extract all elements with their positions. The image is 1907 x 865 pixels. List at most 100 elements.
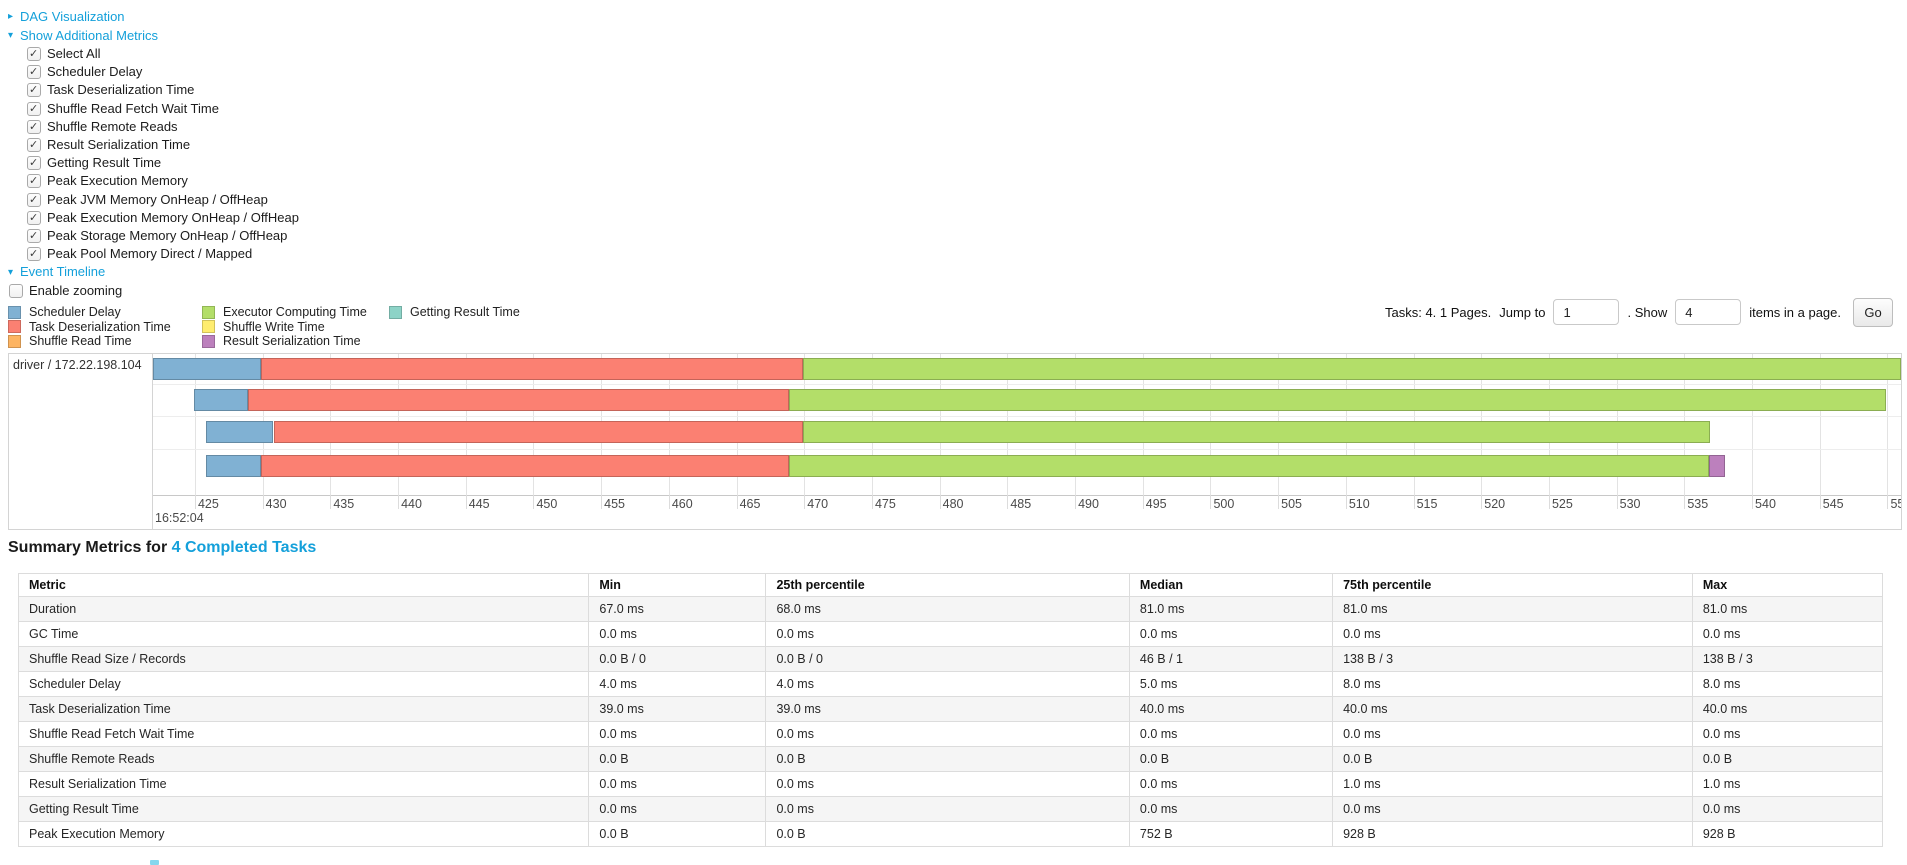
show-additional-metrics-toggle[interactable]: ▾ Show Additional Metrics: [8, 27, 528, 46]
summary-table-cell: Result Serialization Time: [17, 771, 590, 797]
metric-checkbox[interactable]: [27, 118, 41, 136]
task-bar-segment-scheduler_delay[interactable]: [193, 389, 248, 411]
metric-checkbox-label: Peak Storage Memory OnHeap / OffHeap: [47, 227, 288, 243]
metric-checkbox-row[interactable]: Result Serialization Time: [8, 136, 528, 154]
enable-zooming-row[interactable]: Enable zooming: [8, 282, 528, 300]
dag-visualization-toggle[interactable]: ▸ DAG Visualization: [8, 8, 528, 27]
go-button[interactable]: Go: [1853, 297, 1893, 327]
timeline-axis-major-label: 16:52:04: [155, 511, 204, 525]
summary-table-cell: 0.0 ms: [1691, 796, 1884, 822]
axis-tick-label: 550: [1890, 497, 1901, 511]
metric-checkbox-row[interactable]: Peak Execution Memory OnHeap / OffHeap: [8, 209, 528, 227]
summary-table-row: Shuffle Read Fetch Wait Time 0.0 ms 0.0 ms…: [17, 721, 1884, 747]
metric-checkbox-row[interactable]: Getting Result Time: [8, 154, 528, 172]
axis-tick-label: 470: [807, 497, 829, 511]
summary-table-cell: 0.0 ms: [765, 621, 1130, 647]
legend-swatch-getting_result: [389, 305, 402, 319]
task-bar-segment-scheduler_delay[interactable]: [205, 455, 262, 477]
axis-tick-label: 510: [1348, 497, 1370, 511]
summary-column-header: Max: [1691, 573, 1884, 597]
legend-item: Scheduler Delay: [8, 305, 202, 320]
legend-item: Shuffle Write Time: [202, 320, 389, 335]
timeline-gridline: [1887, 354, 1889, 495]
metric-checkbox-row[interactable]: Task Deserialization Time: [8, 81, 528, 100]
metric-checkbox[interactable]: [27, 227, 41, 245]
legend-label: Result Serialization Time: [223, 334, 361, 349]
summary-table-cell: 1.0 ms: [1691, 771, 1884, 797]
timeline-axis-tick: [1413, 495, 1415, 509]
timeline-axis-tick: [1142, 495, 1144, 509]
metric-checkbox-row[interactable]: Shuffle Read Fetch Wait Time: [8, 100, 528, 118]
task-bar-segment-task_deserialization[interactable]: [247, 389, 790, 411]
timeline-plot-area: 16:52:04 425 430 435 440 445 450 455 460 465 470 4…: [153, 354, 1901, 529]
chevron-down-icon: ▾: [8, 266, 14, 278]
summary-table-cell: 81.0 ms: [1128, 596, 1334, 622]
axis-tick-label: 435: [333, 497, 355, 511]
metric-checkbox[interactable]: [27, 100, 41, 118]
task-bar-segment-task_deserialization[interactable]: [273, 421, 803, 443]
timeline-axis-tick: [465, 495, 467, 509]
event-timeline-link[interactable]: Event Timeline: [20, 264, 106, 280]
event-timeline-toggle[interactable]: ▾ Event Timeline: [8, 263, 528, 282]
metric-checkbox[interactable]: [27, 63, 41, 81]
enable-zooming-checkbox[interactable]: [9, 283, 23, 298]
metric-checkbox[interactable]: [27, 172, 41, 191]
legend-item: Getting Result Time: [389, 305, 520, 320]
items-per-page-input[interactable]: [1675, 299, 1742, 325]
metric-checkbox-label: Peak Pool Memory Direct / Mapped: [47, 246, 253, 262]
metric-checkbox[interactable]: [27, 154, 41, 172]
summary-column-header: Median: [1128, 573, 1334, 597]
completed-tasks-link[interactable]: 4 Completed Tasks: [171, 539, 317, 556]
task-bar-segment-executor_computing[interactable]: [802, 358, 1901, 380]
metric-checkbox-row[interactable]: Select All: [8, 45, 528, 63]
metric-checkbox[interactable]: [27, 136, 41, 154]
summary-table-cell: 67.0 ms: [588, 596, 767, 622]
metric-checkbox[interactable]: [27, 45, 41, 63]
summary-table-cell: 5.0 ms: [1128, 671, 1334, 697]
summary-table-cell: 0.0 B: [765, 821, 1130, 847]
show-additional-metrics-link[interactable]: Show Additional Metrics: [20, 27, 159, 43]
task-bar-segment-task_deserialization[interactable]: [261, 358, 803, 380]
task-bar-segment-task_deserialization[interactable]: [261, 455, 790, 477]
summary-table-cell: Task Deserialization Time: [17, 696, 590, 722]
summary-table-cell: 928 B: [1332, 821, 1693, 847]
metric-checkbox-row[interactable]: Peak Storage Memory OnHeap / OffHeap: [8, 227, 528, 245]
task-bar-segment-result_serialization[interactable]: [1708, 455, 1725, 477]
metric-checkbox-row[interactable]: Peak Pool Memory Direct / Mapped: [8, 245, 528, 263]
task-bar-segment-executor_computing[interactable]: [802, 421, 1711, 443]
metric-checkbox-label: Task Deserialization Time: [47, 82, 195, 98]
summary-table-cell: Duration: [17, 596, 590, 622]
task-bar-segment-executor_computing[interactable]: [789, 389, 1887, 411]
axis-tick-label: 450: [536, 497, 558, 511]
metric-checkbox-row[interactable]: Peak Execution Memory: [8, 172, 528, 191]
jump-to-page-input[interactable]: [1553, 299, 1620, 325]
task-bar-segment-scheduler_delay[interactable]: [153, 358, 262, 380]
metric-checkbox-row[interactable]: Peak JVM Memory OnHeap / OffHeap: [8, 191, 528, 209]
axis-tick-label: 460: [671, 497, 693, 511]
timeline-axis-tick: [262, 495, 264, 509]
metric-checkbox-label: Result Serialization Time: [47, 136, 191, 152]
metric-checkbox[interactable]: [27, 191, 41, 209]
metric-checkbox[interactable]: [27, 209, 41, 227]
legend-label: Task Deserialization Time: [29, 319, 171, 334]
summary-table-cell: 4.0 ms: [765, 671, 1130, 697]
items-in-page-label: items in a page.: [1749, 304, 1841, 320]
metric-checkbox-row[interactable]: Shuffle Remote Reads: [8, 118, 528, 136]
metric-checkbox[interactable]: [27, 245, 41, 263]
summary-table-cell: Scheduler Delay: [17, 671, 590, 697]
legend-label: Shuffle Read Time: [29, 334, 132, 349]
metric-checkbox-row[interactable]: Scheduler Delay: [8, 63, 528, 81]
task-bar-segment-executor_computing[interactable]: [789, 455, 1709, 477]
enable-zooming-label: Enable zooming: [29, 282, 123, 298]
summary-table-cell: 8.0 ms: [1332, 671, 1693, 697]
dag-visualization-link[interactable]: DAG Visualization: [20, 9, 125, 24]
metric-checkbox[interactable]: [27, 81, 41, 100]
axis-tick-label: 455: [604, 497, 626, 511]
summary-table-cell: 0.0 ms: [1128, 771, 1334, 797]
task-bar-segment-scheduler_delay[interactable]: [205, 421, 274, 443]
legend-item: Shuffle Read Time: [8, 334, 202, 349]
axis-tick-label: 525: [1551, 497, 1573, 511]
timeline-gridline: [1819, 354, 1821, 495]
show-label: . Show: [1627, 304, 1668, 320]
timeline-row-separator: [153, 384, 1901, 385]
